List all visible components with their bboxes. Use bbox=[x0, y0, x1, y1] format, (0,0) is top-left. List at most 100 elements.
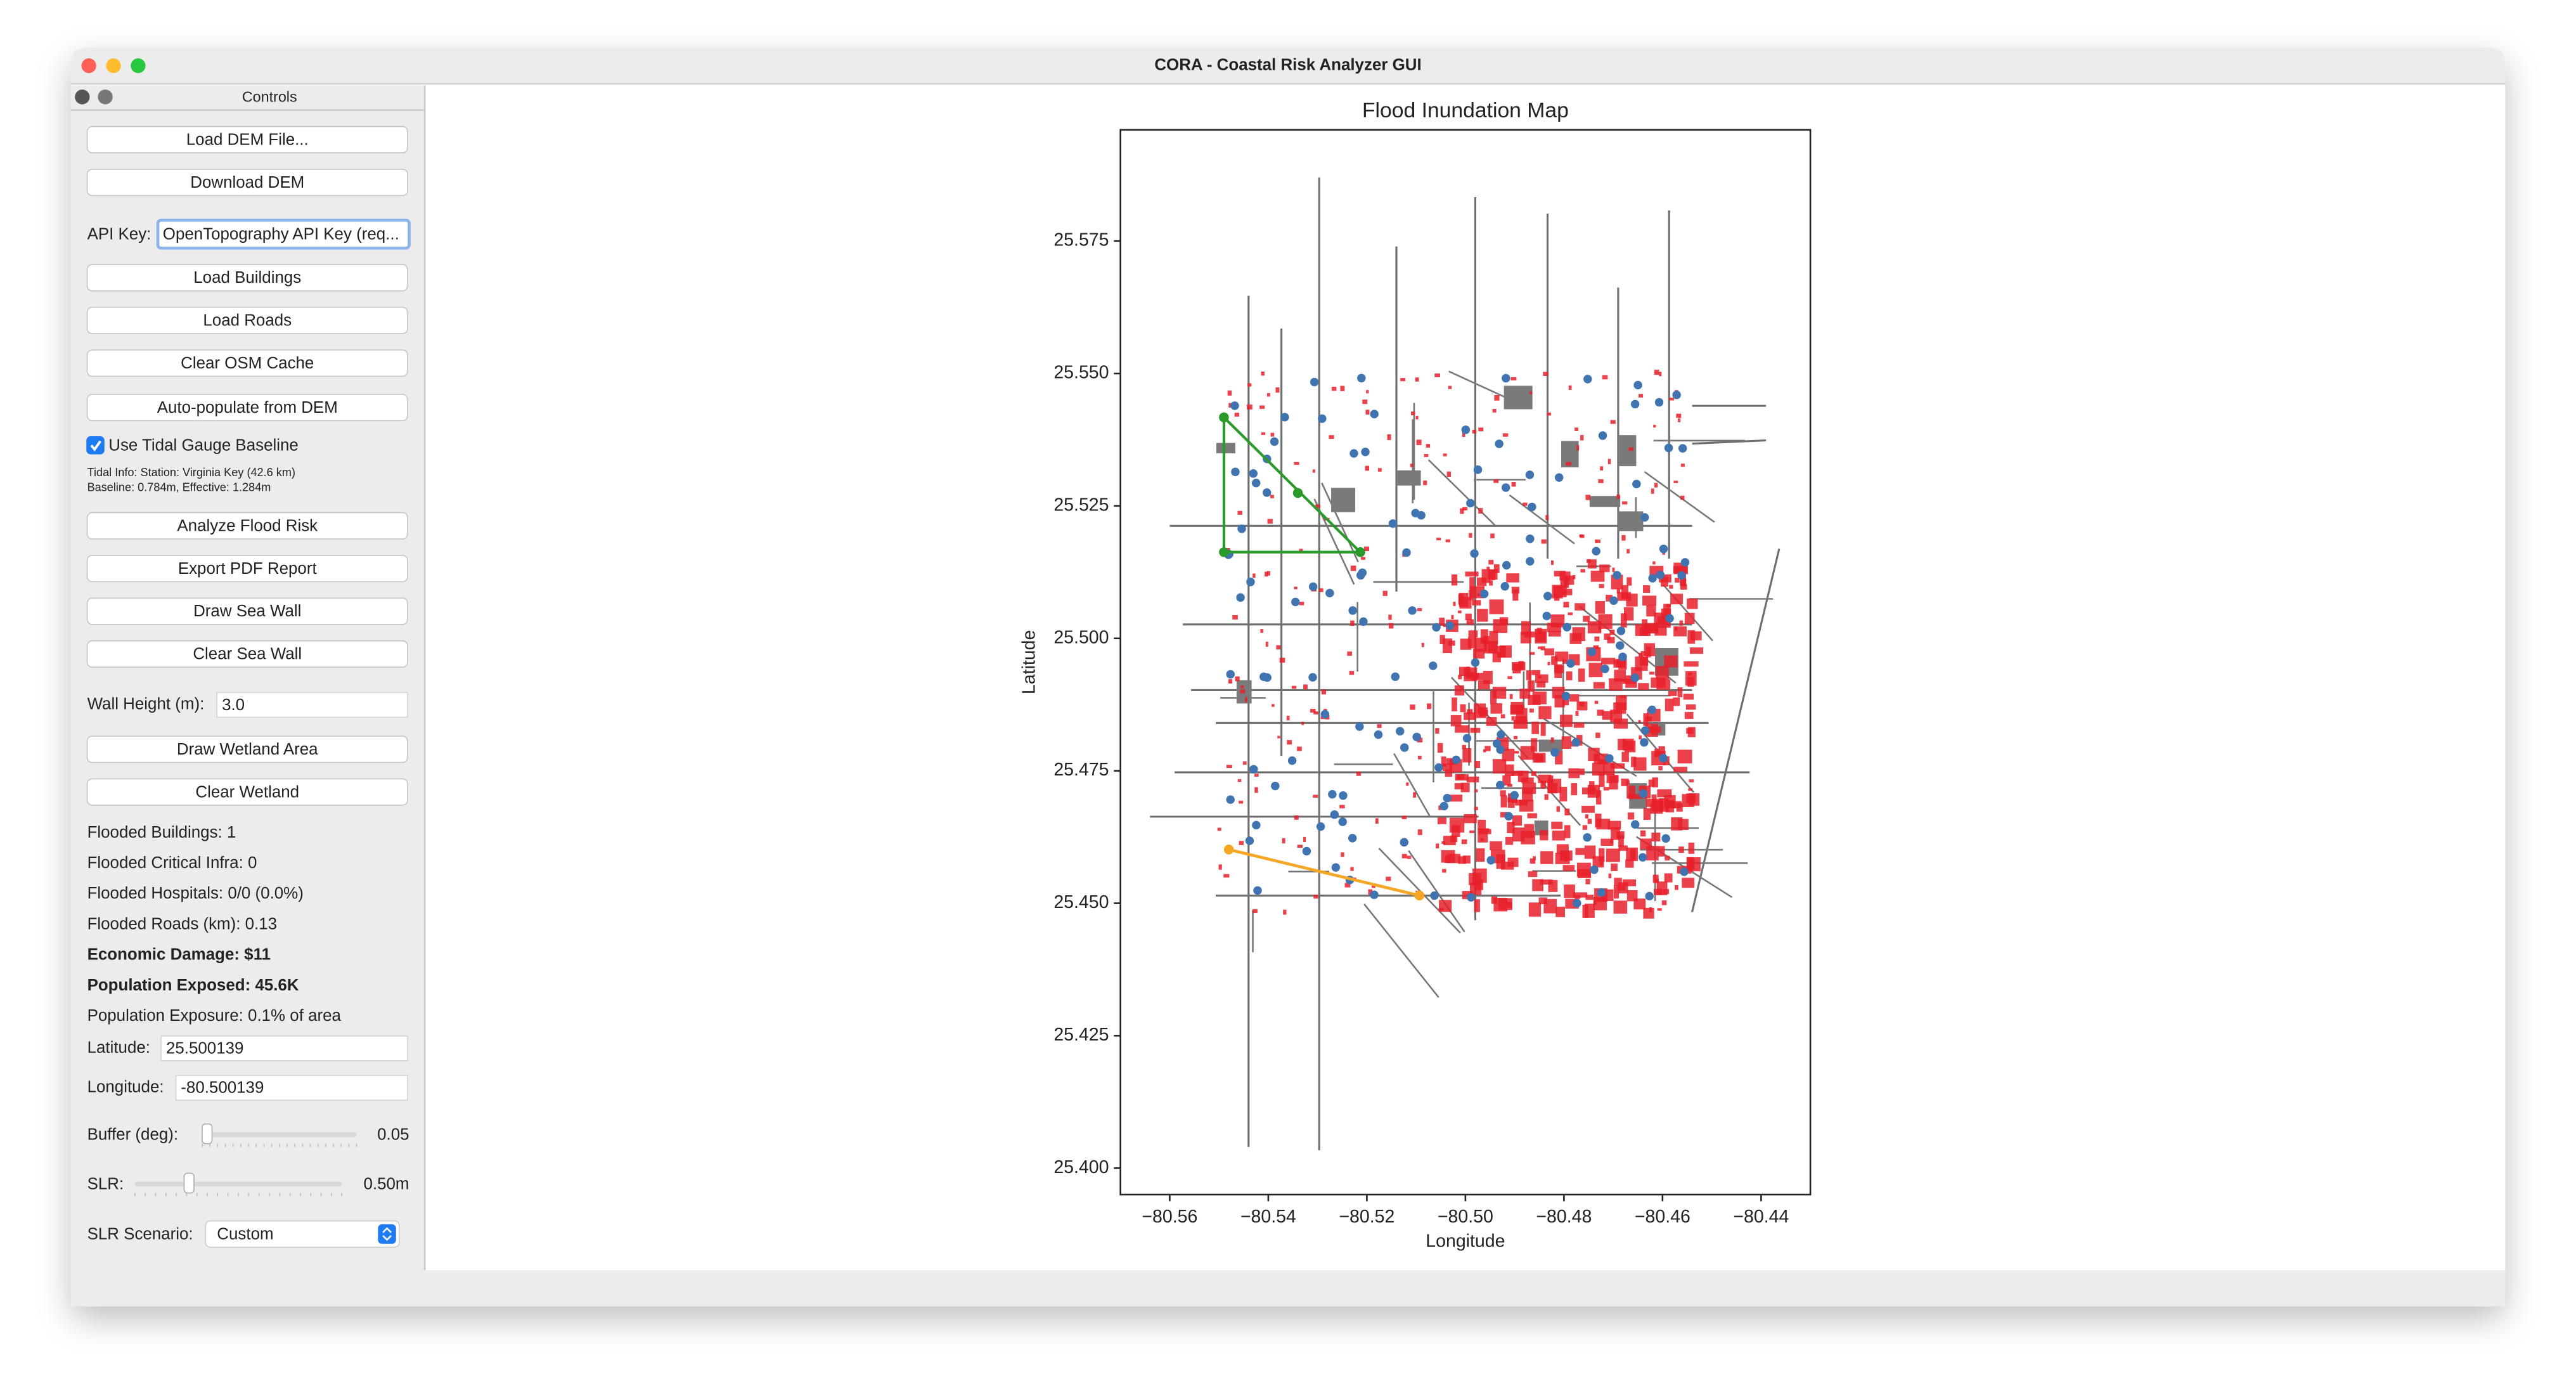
flood-cell bbox=[1673, 767, 1687, 772]
flood-cell bbox=[1239, 841, 1244, 845]
flood-cell bbox=[1240, 685, 1244, 689]
flood-cell bbox=[1593, 645, 1599, 649]
flood-cell bbox=[1521, 621, 1531, 635]
road-node bbox=[1374, 730, 1383, 739]
flood-cell bbox=[1543, 372, 1549, 377]
flood-cell bbox=[1568, 385, 1572, 390]
flood-cell bbox=[1643, 808, 1651, 820]
flood-cell bbox=[1670, 593, 1684, 605]
flood-cell bbox=[1458, 610, 1462, 614]
flood-cell bbox=[1603, 762, 1615, 775]
minimize-button[interactable] bbox=[106, 58, 121, 74]
button[interactable] bbox=[86, 555, 408, 583]
flood-cell bbox=[1547, 412, 1551, 416]
slider-label: Buffer (deg): bbox=[87, 1126, 179, 1144]
flood-cell bbox=[1253, 909, 1258, 914]
stat: Flooded Critical Infra: 0 bbox=[87, 854, 257, 872]
flood-cell bbox=[1218, 864, 1222, 870]
flood-cell bbox=[1610, 710, 1623, 722]
flood-cell bbox=[1483, 749, 1486, 753]
flood-cell bbox=[1469, 830, 1474, 833]
field-label: Longitude: bbox=[87, 1078, 164, 1096]
flood-cell bbox=[1646, 605, 1656, 617]
checkbox[interactable] bbox=[86, 436, 105, 455]
button[interactable] bbox=[86, 736, 408, 763]
building bbox=[1619, 435, 1637, 467]
button[interactable] bbox=[86, 512, 408, 540]
flood-cell bbox=[1528, 902, 1542, 917]
flood-cell bbox=[1548, 775, 1554, 787]
flood-cell bbox=[1329, 435, 1334, 439]
slider-knob[interactable] bbox=[183, 1172, 195, 1194]
field-label: Latitude: bbox=[87, 1039, 150, 1056]
road bbox=[1692, 439, 1767, 445]
text-field[interactable] bbox=[216, 692, 408, 718]
road-node bbox=[1320, 710, 1330, 719]
slider-knob[interactable] bbox=[202, 1123, 213, 1144]
flood-cell bbox=[1587, 819, 1592, 824]
flood-cell bbox=[1436, 843, 1439, 849]
flood-cell bbox=[1617, 885, 1626, 891]
button[interactable] bbox=[86, 394, 408, 422]
button[interactable] bbox=[86, 778, 408, 806]
flood-cell bbox=[1469, 533, 1472, 538]
flood-cell bbox=[1523, 502, 1528, 506]
road-node bbox=[1664, 443, 1673, 453]
flood-cell bbox=[1407, 855, 1412, 859]
flood-cell bbox=[1573, 892, 1588, 898]
flood-cell bbox=[1477, 593, 1480, 596]
button[interactable] bbox=[86, 306, 408, 334]
zoom-button[interactable] bbox=[131, 58, 146, 74]
flood-cell bbox=[1469, 872, 1481, 885]
text-field[interactable] bbox=[160, 1035, 408, 1061]
flood-cell bbox=[1585, 814, 1588, 819]
select-value: Custom bbox=[217, 1225, 273, 1243]
stat: Flooded Roads (km): 0.13 bbox=[87, 915, 278, 933]
flood-cell bbox=[1561, 736, 1571, 749]
flood-cell bbox=[1560, 715, 1573, 727]
wetland-outline bbox=[1222, 414, 1364, 554]
flood-cell bbox=[1635, 656, 1648, 671]
button[interactable] bbox=[86, 126, 408, 153]
text-field[interactable] bbox=[175, 1075, 408, 1101]
flood-cell bbox=[1621, 585, 1628, 599]
flood-cell bbox=[1319, 588, 1323, 592]
road-node bbox=[1470, 549, 1479, 558]
button[interactable] bbox=[86, 597, 408, 625]
flood-cell bbox=[1270, 495, 1274, 498]
close-button[interactable] bbox=[81, 58, 96, 74]
button[interactable] bbox=[86, 640, 408, 668]
flood-cell bbox=[1620, 613, 1627, 628]
panel-float[interactable] bbox=[98, 89, 113, 105]
panel-close[interactable] bbox=[75, 89, 90, 105]
flood-cell bbox=[1608, 873, 1612, 879]
select[interactable] bbox=[205, 1220, 400, 1248]
road-node bbox=[1308, 582, 1318, 591]
flood-cell bbox=[1592, 763, 1605, 776]
road-node bbox=[1432, 623, 1441, 632]
api-key-input[interactable] bbox=[156, 218, 411, 250]
flood-cell bbox=[1643, 585, 1651, 593]
flood-cell bbox=[1458, 856, 1467, 864]
building bbox=[1331, 488, 1356, 512]
button[interactable] bbox=[86, 264, 408, 292]
flood-cell bbox=[1261, 432, 1266, 435]
flood-cell bbox=[1678, 418, 1681, 422]
flood-cell bbox=[1260, 629, 1263, 633]
flood-cell bbox=[1515, 800, 1528, 806]
road-node bbox=[1412, 732, 1421, 742]
button[interactable] bbox=[86, 349, 408, 377]
road-node bbox=[1396, 727, 1405, 736]
flood-cell bbox=[1575, 895, 1581, 899]
road-node bbox=[1616, 626, 1626, 635]
flood-cell bbox=[1675, 885, 1678, 890]
road-node bbox=[1356, 571, 1365, 580]
flood-cell bbox=[1507, 793, 1515, 808]
button[interactable] bbox=[86, 169, 408, 197]
flood-cell bbox=[1500, 714, 1505, 718]
road-node bbox=[1328, 790, 1337, 799]
flood-cell bbox=[1466, 619, 1474, 625]
road-node bbox=[1291, 597, 1300, 607]
flood-cell bbox=[1477, 609, 1488, 622]
flood-cell bbox=[1488, 570, 1496, 580]
